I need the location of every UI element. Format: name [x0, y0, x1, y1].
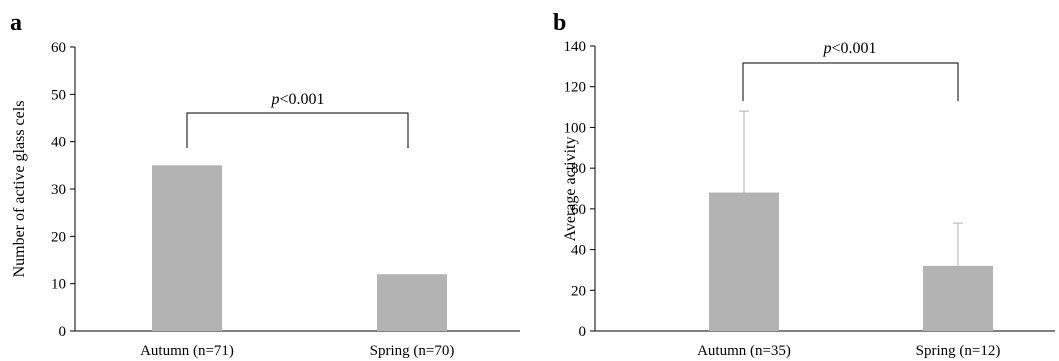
y-tick-label: 20 [51, 229, 66, 245]
y-tick-label: 0 [579, 324, 587, 340]
significance-bracket [186, 112, 409, 148]
y-tick-label: 30 [51, 182, 66, 198]
bar-autumn [709, 192, 779, 331]
y-tick-label: 40 [51, 135, 66, 151]
y-tick-label: 50 [51, 87, 66, 103]
y-axis-title: Number of active glass cels [11, 101, 28, 278]
panel-b: b 0 20 40 60 80 100 120 140 Average activity Autum… [553, 10, 1055, 359]
x-tick-label: Spring (n=70) [370, 343, 455, 359]
y-tick-label: 140 [564, 39, 587, 55]
y-tick-label: 20 [571, 283, 586, 299]
y-tick-label: 100 [564, 120, 587, 136]
bar-spring [923, 265, 993, 331]
y-tick-label: 60 [571, 202, 586, 218]
p-symbol: p [822, 40, 831, 57]
x-tick-label: Spring (n=12) [916, 343, 1001, 359]
bar-spring [377, 274, 447, 331]
panel-a: a 0 10 20 30 40 50 60 Number of active glass cel… [10, 10, 520, 359]
panel-letter: a [10, 10, 22, 36]
panel-letter: b [553, 10, 566, 36]
x-tick-label: Autumn (n=71) [140, 343, 234, 359]
p-threshold: <0.001 [831, 40, 876, 57]
y-axis-title: Average activity [562, 137, 579, 242]
x-tick-label: Autumn (n=35) [697, 343, 791, 359]
y-tick-label: 40 [571, 243, 586, 259]
p-value-annotation: p<0.001 [822, 40, 876, 57]
significance-bracket [742, 62, 959, 101]
y-tick-label: 0 [59, 324, 67, 340]
p-threshold: <0.001 [279, 91, 324, 108]
bar-autumn [152, 165, 222, 331]
y-tick-label: 120 [564, 80, 587, 96]
p-value-annotation: p<0.001 [270, 91, 324, 108]
y-tick-label: 80 [571, 161, 586, 177]
p-symbol: p [270, 91, 279, 108]
y-tick-label: 10 [51, 277, 66, 293]
y-tick-label: 60 [51, 40, 66, 56]
